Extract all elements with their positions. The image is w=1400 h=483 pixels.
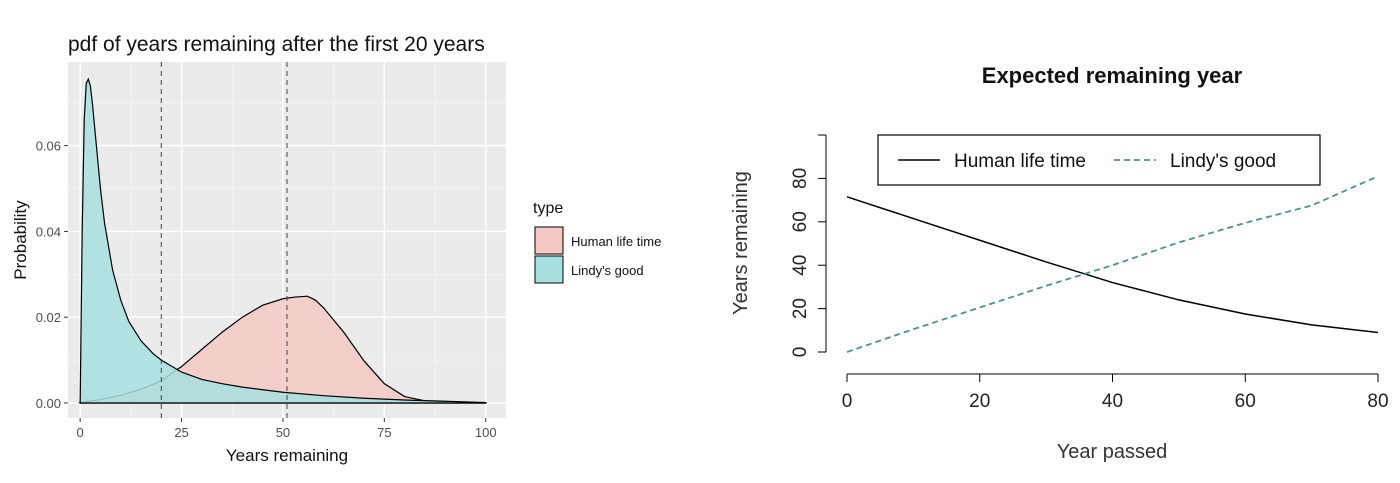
pdf-y-tick-label: 0.02 (36, 310, 61, 325)
pdf-x-tick-label: 0 (77, 425, 84, 440)
pdf-legend-key-lindy (534, 255, 564, 284)
pdf-y-tick-label: 0.06 (36, 139, 61, 154)
pdf-y-tick-label: 0.00 (36, 396, 61, 411)
pdf-chart: pdf of years remaining after the first 2… (11, 33, 661, 465)
expected-legend-label-human: Human life time (954, 151, 1086, 172)
pdf-x-tick-label: 75 (377, 425, 391, 440)
pdf-x-ticks: 0 25 50 75 100 (77, 418, 497, 440)
pdf-density-areas (78, 77, 488, 405)
expected-legend-box (877, 134, 1321, 186)
pdf-x-tick-label: 25 (174, 425, 188, 440)
pdf-x-tick-label: 100 (475, 425, 497, 440)
expected-x-axis-label: Year passed (1057, 441, 1167, 463)
expected-series-lines (846, 175, 1379, 353)
expected-line-human-life-time (846, 196, 1379, 334)
pdf-legend-label-lindy: Lindy's good (571, 263, 644, 278)
pdf-legend-title: type (533, 200, 563, 217)
pdf-x-tick-label: 50 (276, 425, 290, 440)
pdf-legend-label-human: Human life time (571, 234, 661, 249)
expected-y-tick-label: 20 (790, 298, 811, 319)
expected-legend: Human life time Lindy's good (877, 134, 1321, 186)
expected-x-tick-label: 60 (1235, 391, 1256, 412)
expected-x-tick-label: 0 (842, 391, 853, 412)
expected-x-tick-label: 40 (1102, 391, 1123, 412)
expected-legend-label-lindy: Lindy's good (1170, 151, 1276, 172)
expected-y-tick-label: 40 (790, 255, 811, 276)
expected-remaining-chart: Expected remaining year 0 20 40 60 80 0 20 40 60… (730, 63, 1389, 463)
pdf-chart-title: pdf of years remaining after the first 2… (68, 33, 485, 56)
expected-chart-title: Expected remaining year (982, 63, 1243, 88)
pdf-legend-key-human (534, 226, 564, 255)
pdf-y-ticks: 0.00 0.02 0.04 0.06 (36, 139, 68, 411)
pdf-area-lindys-good (78, 77, 487, 405)
pdf-y-tick-label: 0.04 (36, 224, 61, 239)
expected-line-lindys-good (846, 175, 1379, 353)
expected-x-tick-label: 80 (1367, 391, 1388, 412)
expected-y-tick-label: 0 (790, 347, 811, 358)
pdf-legend: type Human life time Lindy's good (533, 200, 661, 284)
expected-y-axis-label: Years remaining (730, 171, 752, 315)
pdf-y-axis-label: Probability (11, 200, 30, 280)
expected-axes: 0 20 40 60 80 0 20 40 60 80 (790, 134, 1389, 412)
expected-y-tick-label: 80 (790, 168, 811, 189)
expected-y-tick-label: 60 (790, 211, 811, 232)
pdf-x-axis-label: Years remaining (226, 446, 348, 465)
expected-x-tick-label: 20 (969, 391, 990, 412)
